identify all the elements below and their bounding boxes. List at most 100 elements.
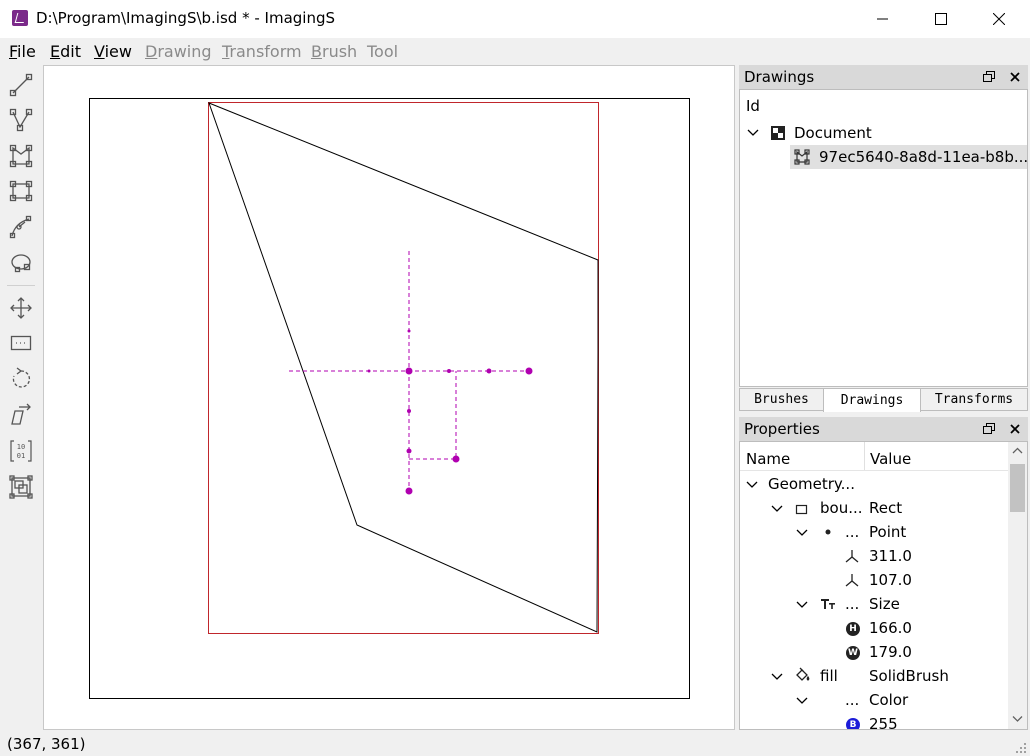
float-properties-button[interactable] — [981, 421, 997, 437]
resize-grip-icon[interactable] — [1015, 742, 1027, 754]
tab-drawings[interactable]: Drawings — [823, 388, 921, 412]
toolbar-separator — [7, 285, 35, 286]
properties-scrollbar[interactable] — [1008, 442, 1027, 729]
float-icon — [983, 423, 995, 434]
properties-header: Name Value — [740, 442, 1010, 471]
column-divider[interactable] — [864, 442, 865, 470]
prop-row-point[interactable]: ... Point — [740, 520, 1010, 544]
move-tool-button[interactable] — [6, 293, 36, 323]
curve-tool-button[interactable] — [6, 212, 36, 242]
axis-icon — [844, 572, 860, 588]
scroll-down-icon[interactable] — [1008, 712, 1027, 726]
prop-row-color[interactable]: ... Color — [740, 688, 1010, 712]
polygon-tool-icon — [9, 144, 33, 168]
prop-row-y[interactable]: 107.0 — [740, 568, 1010, 592]
canvas-svg — [89, 98, 690, 699]
chevron-down-icon[interactable] — [796, 599, 808, 611]
column-name-header[interactable]: Name — [746, 450, 791, 468]
prop-row-fill[interactable]: fill SolidBrush — [740, 664, 1010, 688]
prop-name: fill — [820, 667, 838, 685]
maximize-icon — [935, 13, 947, 25]
transform-handle-points[interactable] — [367, 329, 533, 495]
prop-name: bou... — [820, 499, 863, 517]
chevron-down-icon[interactable] — [771, 503, 783, 515]
tab-transforms[interactable]: Transforms — [920, 388, 1028, 411]
properties-dock-title: Properties — [739, 417, 1028, 441]
chevron-down-icon[interactable] — [796, 695, 808, 707]
scroll-up-icon[interactable] — [1008, 444, 1027, 458]
axis-tick — [367, 369, 371, 373]
curve-tool-icon — [9, 215, 32, 239]
matrix-tool-button[interactable]: 10 01 — [6, 436, 36, 466]
drawings-dock-title: Drawings — [739, 65, 1028, 89]
point-icon — [820, 524, 836, 540]
prop-row-blue[interactable]: B 255 — [740, 712, 1010, 729]
tree-label-drawing-id: 97ec5640-8a8d-11ea-b8b... — [819, 148, 1029, 166]
tree-row-drawing[interactable]: 97ec5640-8a8d-11ea-b8b... — [790, 145, 1029, 169]
chevron-down-icon[interactable] — [771, 671, 783, 683]
rotate-tool-icon — [12, 367, 31, 388]
prop-name: ... — [845, 691, 860, 709]
app-icon — [12, 10, 28, 26]
rect-icon — [794, 501, 810, 517]
prop-value: SolidBrush — [869, 667, 949, 685]
menu-drawing[interactable]: Drawing — [145, 42, 212, 61]
skew-tool-button[interactable] — [6, 400, 36, 430]
properties-tree[interactable]: Name Value Geometry... bou... Rect ... P… — [739, 441, 1028, 730]
menu-brush[interactable]: Brush — [311, 42, 358, 61]
prop-row-size[interactable]: ... Size — [740, 592, 1010, 616]
menu-file[interactable]: File — [9, 42, 36, 61]
menu-view[interactable]: View — [94, 42, 132, 61]
prop-value: 179.0 — [869, 643, 912, 661]
prop-value: 166.0 — [869, 619, 912, 637]
polygon-drawing-icon — [794, 149, 810, 165]
tab-brushes[interactable]: Brushes — [739, 388, 824, 411]
group-tool-button[interactable] — [6, 472, 36, 502]
group-tool-icon — [9, 475, 33, 499]
polygon-shape[interactable] — [208, 102, 599, 633]
height-icon: H — [845, 621, 861, 637]
close-properties-button[interactable] — [1007, 421, 1023, 437]
menu-edit[interactable]: Edit — [50, 42, 81, 61]
menu-tool[interactable]: Tool — [367, 42, 399, 61]
menu-transform[interactable]: Transform — [222, 42, 302, 61]
close-icon — [993, 13, 1005, 25]
prop-row-x[interactable]: 311.0 — [740, 544, 1010, 568]
x-axis-handle — [525, 367, 533, 375]
polygon-tool-button[interactable] — [6, 141, 36, 171]
document-icon — [770, 125, 786, 141]
drawings-tree[interactable]: Id Document 97ec5640-8a8d-11ea-b8b... — [739, 89, 1028, 387]
rotate-tool-button[interactable] — [6, 364, 36, 394]
prop-row-height[interactable]: H 166.0 — [740, 616, 1010, 640]
chevron-down-icon[interactable] — [747, 127, 759, 139]
prop-row-geometry[interactable]: Geometry... — [740, 472, 1010, 496]
chevron-down-icon[interactable] — [746, 479, 758, 491]
axis-tick — [406, 448, 412, 454]
polyline-tool-button[interactable] — [6, 105, 36, 135]
chevron-down-icon[interactable] — [796, 527, 808, 539]
clip-tool-button[interactable] — [6, 328, 36, 358]
prop-row-width[interactable]: W 179.0 — [740, 640, 1010, 664]
float-icon — [983, 71, 995, 82]
rectangle-tool-button[interactable] — [6, 176, 36, 206]
y-axis-handle — [405, 487, 413, 495]
close-drawings-button[interactable] — [1007, 69, 1023, 85]
line-tool-button[interactable] — [6, 70, 36, 100]
minimize-button[interactable] — [854, 0, 912, 38]
prop-value: Rect — [869, 499, 903, 517]
column-value-header[interactable]: Value — [870, 450, 912, 468]
ellipse-tool-button[interactable] — [6, 248, 36, 278]
prop-value: Point — [869, 523, 907, 541]
axis-tick — [447, 369, 451, 373]
tree-row-document[interactable]: Document — [740, 121, 1027, 145]
paint-bucket-icon — [795, 667, 811, 683]
close-button[interactable] — [970, 0, 1028, 38]
float-drawings-button[interactable] — [981, 69, 997, 85]
skew-tool-icon — [11, 403, 31, 425]
maximize-button[interactable] — [912, 0, 970, 38]
prop-row-bounds[interactable]: bou... Rect — [740, 496, 1010, 520]
drawing-canvas[interactable] — [43, 65, 735, 730]
tree-label-document: Document — [794, 124, 872, 142]
scroll-thumb[interactable] — [1010, 464, 1025, 512]
